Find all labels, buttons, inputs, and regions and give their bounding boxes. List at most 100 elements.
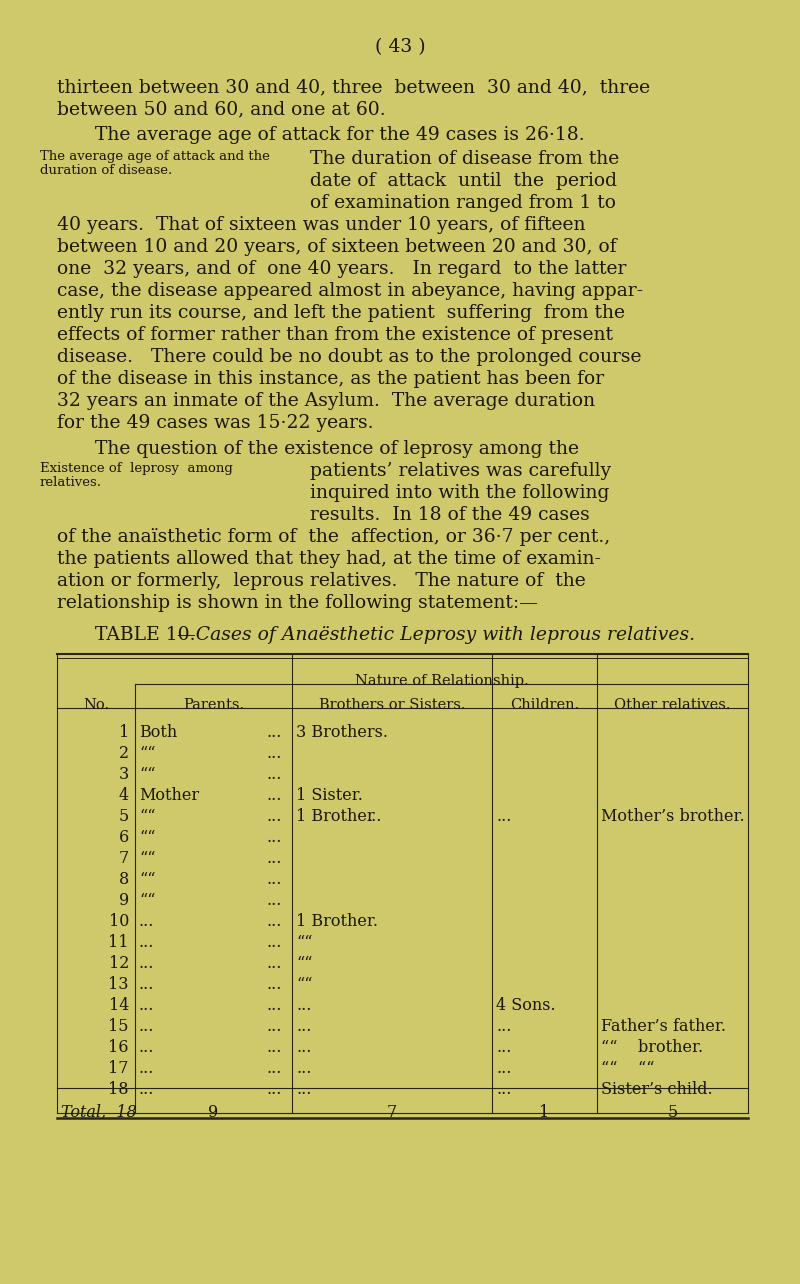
- Text: ation or formerly,  leprous relatives.   The nature of  the: ation or formerly, leprous relatives. Th…: [57, 571, 586, 591]
- Text: Parents.: Parents.: [183, 698, 244, 713]
- Text: 40 years.  That of sixteen was under 10 years, of fifteen: 40 years. That of sixteen was under 10 y…: [57, 216, 586, 234]
- Text: ...: ...: [139, 913, 154, 930]
- Text: ...: ...: [139, 955, 154, 972]
- Text: ...: ...: [266, 767, 282, 783]
- Text: ...: ...: [367, 808, 382, 826]
- Text: 15: 15: [109, 1018, 129, 1035]
- Text: No.: No.: [83, 698, 109, 713]
- Text: Both: Both: [139, 724, 178, 741]
- Text: disease.   There could be no doubt as to the prolonged course: disease. There could be no doubt as to t…: [57, 348, 642, 366]
- Text: ““: ““: [139, 745, 155, 761]
- Text: results.  In 18 of the 49 cases: results. In 18 of the 49 cases: [310, 506, 590, 524]
- Text: ...: ...: [266, 808, 282, 826]
- Text: The average age of attack and the: The average age of attack and the: [40, 150, 270, 163]
- Text: ...: ...: [139, 1061, 154, 1077]
- Text: ““: ““: [139, 767, 155, 783]
- Text: ““: ““: [296, 955, 313, 972]
- Text: thirteen between 30 and 40, three  between  30 and 40,  three: thirteen between 30 and 40, three betwee…: [57, 78, 650, 96]
- Text: TABLE 10.: TABLE 10.: [95, 627, 195, 645]
- Text: 4 Sons.: 4 Sons.: [496, 996, 556, 1014]
- Text: Mother: Mother: [139, 787, 199, 804]
- Text: ““: ““: [139, 850, 155, 867]
- Text: 11: 11: [109, 933, 129, 951]
- Text: 18: 18: [109, 1081, 129, 1098]
- Text: Sister’s child.: Sister’s child.: [601, 1081, 713, 1098]
- Text: ...: ...: [266, 1081, 282, 1098]
- Text: Existence of  leprosy  among: Existence of leprosy among: [40, 462, 233, 475]
- Text: duration of disease.: duration of disease.: [40, 164, 172, 177]
- Text: ...: ...: [296, 1039, 311, 1055]
- Text: 32 years an inmate of the Asylum.  The average duration: 32 years an inmate of the Asylum. The av…: [57, 392, 595, 410]
- Text: of examination ranged from 1 to: of examination ranged from 1 to: [310, 194, 616, 212]
- Text: 12: 12: [109, 955, 129, 972]
- Text: for the 49 cases was 15·22 years.: for the 49 cases was 15·22 years.: [57, 413, 374, 431]
- Text: ...: ...: [266, 1061, 282, 1077]
- Text: effects of former rather than from the existence of present: effects of former rather than from the e…: [57, 326, 613, 344]
- Text: ...: ...: [266, 745, 282, 761]
- Text: ...: ...: [296, 996, 311, 1014]
- Text: between 50 and 60, and one at 60.: between 50 and 60, and one at 60.: [57, 100, 386, 118]
- Text: 8: 8: [118, 871, 129, 889]
- Text: 16: 16: [109, 1039, 129, 1055]
- Text: ...: ...: [266, 871, 282, 889]
- Text: ...: ...: [496, 808, 511, 826]
- Text: ...: ...: [266, 996, 282, 1014]
- Text: ...: ...: [139, 996, 154, 1014]
- Text: 7: 7: [118, 850, 129, 867]
- Text: ““: ““: [296, 976, 313, 993]
- Text: 6: 6: [118, 829, 129, 846]
- Text: The duration of disease from the: The duration of disease from the: [310, 150, 619, 168]
- Text: 1 Brother.: 1 Brother.: [296, 913, 378, 930]
- Text: 7: 7: [387, 1104, 397, 1121]
- Text: —Cases of Anaësthetic Leprosy with leprous relatives.: —Cases of Anaësthetic Leprosy with lepro…: [177, 627, 695, 645]
- Text: ...: ...: [139, 1039, 154, 1055]
- Text: the patients allowed that they had, at the time of examin-: the patients allowed that they had, at t…: [57, 550, 601, 568]
- Text: ently run its course, and left the patient  suffering  from the: ently run its course, and left the patie…: [57, 304, 625, 322]
- Text: 13: 13: [109, 976, 129, 993]
- Text: ...: ...: [266, 933, 282, 951]
- Text: ““: ““: [139, 829, 155, 846]
- Text: ...: ...: [139, 1081, 154, 1098]
- Text: ““    brother.: ““ brother.: [601, 1039, 703, 1055]
- Text: 9: 9: [208, 1104, 218, 1121]
- Text: 2: 2: [119, 745, 129, 761]
- Text: ...: ...: [496, 1081, 511, 1098]
- Text: ...: ...: [139, 1018, 154, 1035]
- Text: ...: ...: [296, 1018, 311, 1035]
- Text: ...: ...: [496, 1039, 511, 1055]
- Text: Children.: Children.: [510, 698, 579, 713]
- Text: patients’ relatives was carefully: patients’ relatives was carefully: [310, 462, 611, 480]
- Text: 5: 5: [118, 808, 129, 826]
- Text: ...: ...: [266, 1018, 282, 1035]
- Text: ...: ...: [139, 976, 154, 993]
- Text: ...: ...: [496, 1061, 511, 1077]
- Text: ...: ...: [266, 829, 282, 846]
- Text: ...: ...: [266, 976, 282, 993]
- Text: ...: ...: [266, 724, 282, 741]
- Text: ...: ...: [266, 892, 282, 909]
- Text: date of  attack  until  the  period: date of attack until the period: [310, 172, 617, 190]
- Text: ““: ““: [139, 892, 155, 909]
- Text: 3: 3: [118, 767, 129, 783]
- Text: one  32 years, and of  one 40 years.   In regard  to the latter: one 32 years, and of one 40 years. In re…: [57, 259, 626, 279]
- Text: ““: ““: [139, 871, 155, 889]
- Text: ...: ...: [266, 787, 282, 804]
- Text: Mother’s brother.: Mother’s brother.: [601, 808, 745, 826]
- Text: Brothers or Sisters.: Brothers or Sisters.: [318, 698, 466, 713]
- Text: 1 Sister.: 1 Sister.: [296, 787, 363, 804]
- Text: ““    ““: ““ ““: [601, 1061, 654, 1077]
- Text: ...: ...: [266, 850, 282, 867]
- Text: ...: ...: [296, 1061, 311, 1077]
- Text: 1: 1: [539, 1104, 550, 1121]
- Text: ( 43 ): ( 43 ): [374, 39, 426, 56]
- Text: ...: ...: [139, 933, 154, 951]
- Text: Nature of Relationship.: Nature of Relationship.: [354, 674, 528, 688]
- Text: ...: ...: [266, 1039, 282, 1055]
- Text: ““: ““: [139, 808, 155, 826]
- Text: ...: ...: [496, 1018, 511, 1035]
- Text: ...: ...: [296, 1081, 311, 1098]
- Text: of the anaïsthetic form of  the  affection, or 36·7 per cent.,: of the anaïsthetic form of the affection…: [57, 528, 610, 546]
- Text: 10: 10: [109, 913, 129, 930]
- Text: ...: ...: [266, 913, 282, 930]
- Text: 14: 14: [109, 996, 129, 1014]
